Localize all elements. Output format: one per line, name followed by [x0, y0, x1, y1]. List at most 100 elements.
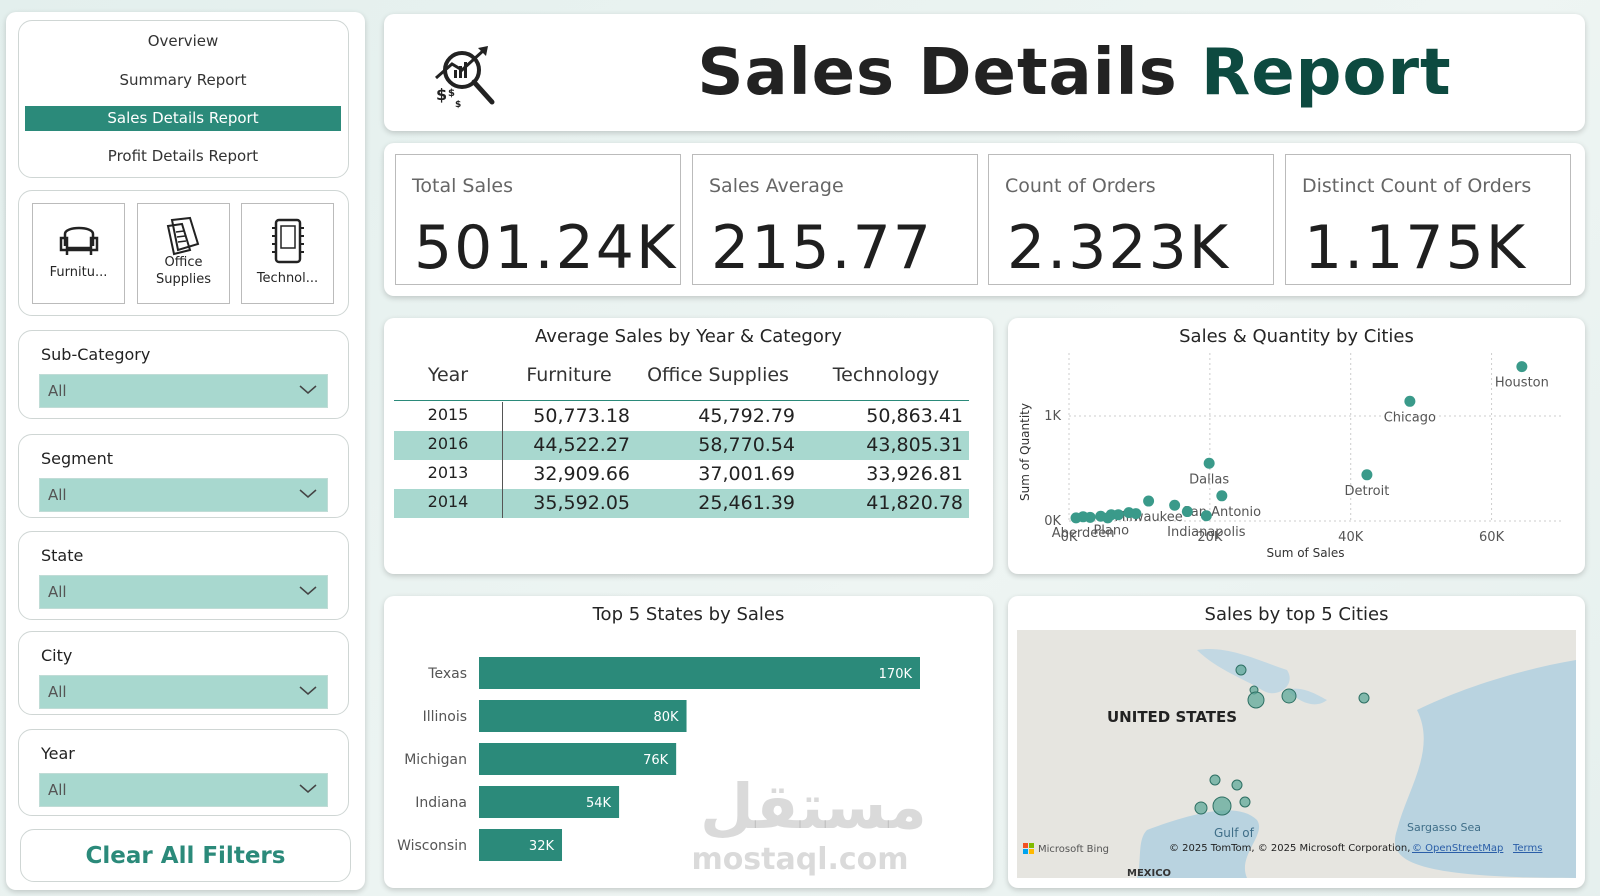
- scatter-point: [1084, 511, 1096, 523]
- bar: [479, 743, 677, 775]
- filter-label: State: [41, 546, 84, 565]
- nav-item[interactable]: Summary Report: [119, 71, 247, 89]
- category-button[interactable]: Office Supplies: [137, 203, 230, 304]
- filter-dropdown[interactable]: All: [39, 773, 328, 807]
- filter-dropdown[interactable]: All: [39, 575, 328, 609]
- x-tick-label: 0K: [1061, 530, 1078, 545]
- table-row: [394, 460, 969, 489]
- scatter-point: [1070, 512, 1082, 524]
- point-label: Plano: [1093, 524, 1129, 539]
- filter-value: All: [48, 683, 67, 701]
- table-cell: 32,909.66: [533, 463, 630, 485]
- kpi-card: Count of Orders 2.323K: [988, 154, 1274, 285]
- category-icon: [59, 226, 98, 255]
- nav-item[interactable]: Sales Details Report: [25, 106, 341, 131]
- category-button[interactable]: Furnitu...: [32, 203, 125, 304]
- map-country: UNITED STATES: [1107, 708, 1237, 726]
- bar-title: Top 5 States by Sales: [592, 604, 785, 625]
- y-tick-label: Indiana: [415, 795, 467, 811]
- bar-chart: Texas 170K Illinois 80K Michigan 76K Indiana 54…: [397, 657, 920, 861]
- scatter-point: [1169, 499, 1181, 511]
- table-cell: 35,592.05: [533, 492, 630, 514]
- filter-value: All: [48, 382, 67, 400]
- nav-item[interactable]: Profit Details Report: [107, 147, 259, 165]
- watermark-arabic: مستقل: [700, 770, 927, 843]
- bar: [479, 786, 620, 818]
- nav-item[interactable]: Overview: [147, 32, 219, 50]
- kpi-value: 1.175K: [1304, 213, 1528, 283]
- y-tick-label: Texas: [427, 666, 467, 682]
- table-header: Furniture: [526, 364, 612, 386]
- scatter-point: [1203, 457, 1215, 469]
- filter-value: All: [48, 781, 67, 799]
- y-tick-label: 1K: [1044, 409, 1061, 424]
- dropdown-chevron: [299, 686, 317, 695]
- table-title: Average Sales by Year & Category: [535, 326, 842, 347]
- kpi-label: Distinct Count of Orders: [1302, 175, 1532, 197]
- scatter-point: [1130, 508, 1142, 520]
- table-cell: 50,773.18: [533, 405, 630, 427]
- svg-text:$: $: [436, 85, 447, 104]
- map-terms[interactable]: Terms: [1512, 843, 1542, 854]
- dropdown-chevron: [299, 489, 317, 498]
- table-cell: 2015: [427, 405, 469, 424]
- y-tick-label: Illinois: [423, 709, 467, 725]
- filter-box: City All: [18, 631, 349, 715]
- data-label: 80K: [653, 710, 679, 725]
- title-accent: Report: [1200, 36, 1452, 110]
- filter-label: Sub-Category: [41, 345, 151, 364]
- table-cell: 2013: [427, 463, 469, 482]
- scatter-chart: 0K 20K 40K 60K 0K 1K Sum of Sales Sum of Quanti…: [1018, 353, 1562, 560]
- filter-label: Year: [41, 744, 75, 763]
- kpi-card: Sales Average 215.77: [692, 154, 978, 285]
- category-label: Technol...: [256, 271, 319, 286]
- table-cell: 41,820.78: [866, 492, 963, 514]
- map-water-label: Gulf of: [1214, 826, 1255, 840]
- filter-dropdown[interactable]: All: [39, 478, 328, 512]
- filter-value: All: [48, 583, 67, 601]
- data-label: 32K: [529, 839, 555, 854]
- scatter-point: [1143, 495, 1155, 507]
- table-cell: 45,792.79: [698, 405, 795, 427]
- map-lake-erie: [1287, 688, 1327, 705]
- point-label: Aberdeen: [1052, 526, 1115, 541]
- table-header: Technology: [832, 364, 940, 386]
- scatter-point: [1200, 510, 1212, 522]
- map-osm[interactable]: © OpenStreetMap: [1412, 843, 1503, 854]
- filter-label: Segment: [41, 449, 113, 468]
- filter-box: Sub-Category All: [18, 330, 349, 419]
- scatter-point: [1404, 395, 1416, 407]
- kpi-value: 501.24K: [414, 213, 678, 283]
- map-title: Sales by top 5 Cities: [1204, 604, 1389, 625]
- scatter-point: [1102, 512, 1114, 524]
- scatter-title: Sales & Quantity by Cities: [1179, 326, 1414, 347]
- filter-box: State All: [18, 531, 349, 620]
- point-label: Dallas: [1189, 472, 1229, 487]
- title-main: Sales Details: [697, 36, 1178, 110]
- clear-filters-button[interactable]: Clear All Filters: [20, 829, 351, 882]
- table-cell: 2016: [427, 434, 469, 453]
- scatter-point: [1361, 469, 1373, 481]
- header-title: Sales Details Report: [564, 36, 1585, 110]
- bar: [479, 829, 563, 861]
- data-label: 54K: [586, 796, 612, 811]
- point-label: Chicago: [1384, 410, 1436, 425]
- kpi-value: 215.77: [711, 213, 933, 283]
- svg-text:$: $: [455, 100, 461, 110]
- table-header-rule: [394, 400, 969, 401]
- category-label: Office Supplies: [156, 255, 211, 287]
- header: $ $ $ Sales Details Report: [384, 14, 1585, 131]
- point-label: Indianapolis: [1167, 525, 1246, 540]
- category-button[interactable]: Technol...: [241, 203, 334, 304]
- table-cell: 58,770.54: [698, 434, 795, 456]
- filter-label: City: [41, 646, 73, 665]
- filter-dropdown[interactable]: All: [39, 675, 328, 709]
- table-panel: Average Sales by Year & Category Year Fur…: [384, 318, 993, 574]
- filter-dropdown[interactable]: All: [39, 374, 328, 408]
- x-axis-label: Sum of Sales: [1266, 546, 1344, 560]
- kpi-card: Total Sales 501.24K: [395, 154, 681, 285]
- category-icon: [271, 218, 304, 264]
- table-cell: 25,461.39: [698, 492, 795, 514]
- category-icon: [166, 216, 199, 256]
- y-tick-label: 0K: [1044, 514, 1061, 529]
